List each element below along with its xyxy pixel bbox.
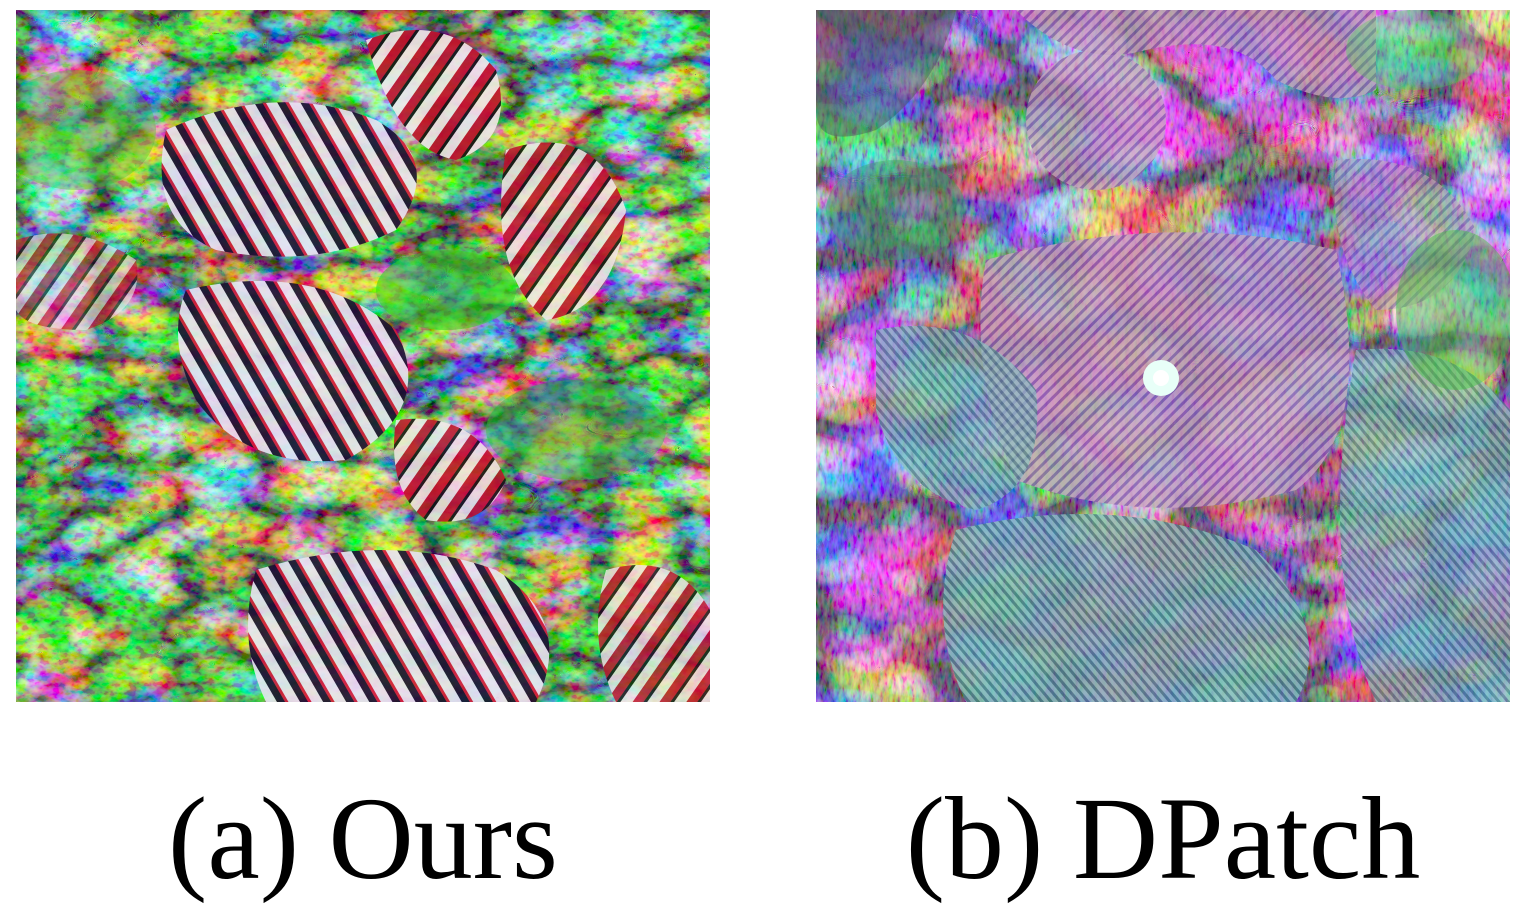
panel-caption-dpatch: (b) DPatch [816,780,1510,898]
patch-image-dpatch [816,10,1510,702]
adversarial-patch-zebra-texture-image [16,10,710,702]
adversarial-patch-dpatch-texture-image [816,10,1510,702]
panel-caption-ours: (a) Ours [16,780,710,898]
patch-image-ours [16,10,710,702]
